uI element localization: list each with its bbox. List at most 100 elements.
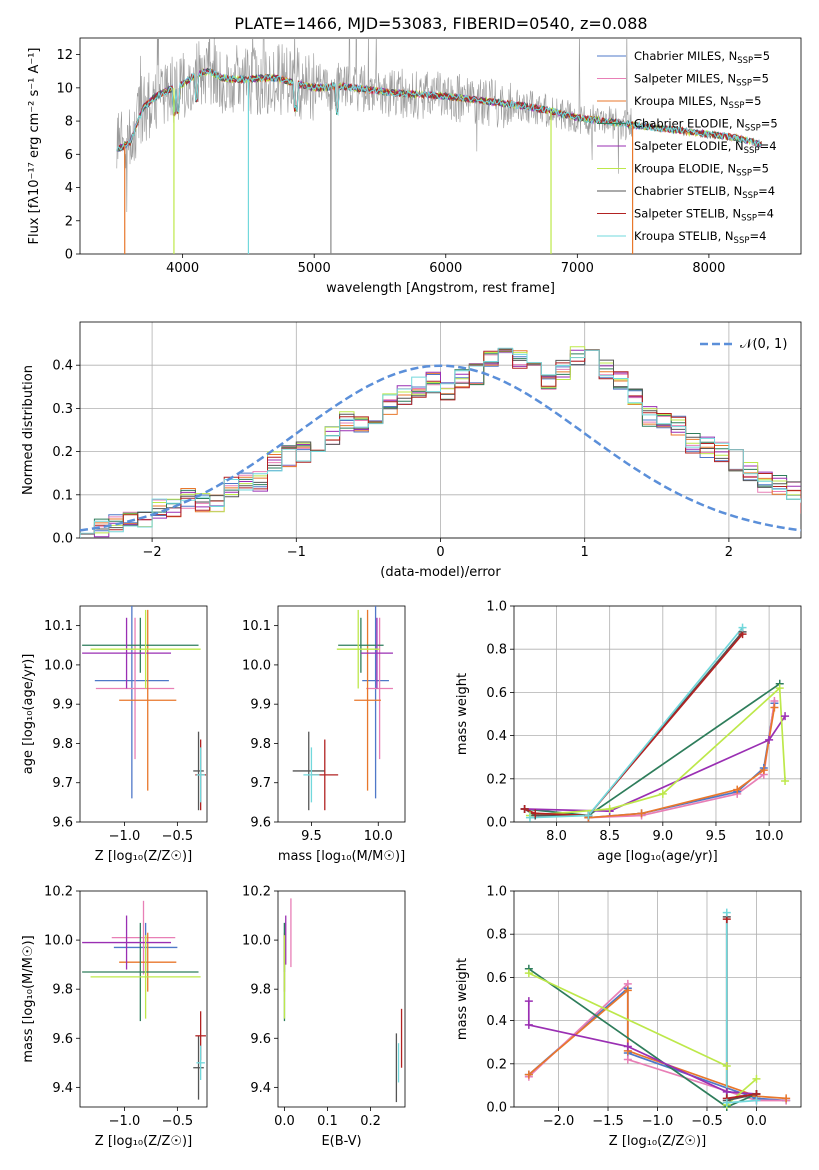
plot-area <box>116 38 762 254</box>
x-tick-label: 8000 <box>692 261 725 276</box>
y-tick-label: 10.2 <box>242 885 271 900</box>
x-tick-label: 0.0 <box>746 1114 767 1129</box>
x-axis-label: Z [log₁₀(Z/Z☉)] <box>95 849 192 864</box>
x-tick-label: −1.0 <box>109 1114 141 1129</box>
x-tick-label: 10.0 <box>755 829 784 844</box>
data-point-marker <box>524 1070 533 1079</box>
residuals-panel: −2 −1 0 1 2 0.0 0.1 0.2 0.3 0.4 (data-model)/error… <box>21 321 802 580</box>
data-point-marker <box>738 623 747 632</box>
data-point-marker <box>524 997 533 1006</box>
plot-area <box>283 898 403 1103</box>
data-point-marker <box>781 776 790 785</box>
mass-weight-line <box>524 715 786 813</box>
x-tick-label: 9.5 <box>706 829 727 844</box>
y-tick-label: 10.0 <box>242 658 271 673</box>
x-tick-label: 4000 <box>166 261 199 276</box>
y-tick-label: 10.1 <box>44 619 73 634</box>
plot-area <box>82 606 206 811</box>
legend-label: 𝒩(0, 1) <box>740 337 787 352</box>
legend-label: Salpeter ELODIE, NSSP=4 <box>634 139 777 156</box>
y-tick-label: 8 <box>65 115 73 130</box>
axes-frame <box>79 605 208 823</box>
axes-frame <box>79 890 208 1108</box>
x-axis-label: Z [log₁₀(Z/Z☉)] <box>95 1134 192 1149</box>
legend-label: Chabrier MILES, NSSP=5 <box>634 49 770 66</box>
x-tick-label: −2.0 <box>543 1114 575 1129</box>
data-point-marker <box>525 813 534 822</box>
data-point-marker <box>775 684 784 693</box>
y-tick-label: 0.2 <box>486 1057 507 1072</box>
x-tick-label: −1.5 <box>592 1114 624 1129</box>
y-tick-label: 10.0 <box>242 934 271 949</box>
y-tick-label: 0.8 <box>486 643 507 658</box>
mass-weight-line <box>524 633 744 817</box>
observed-spectrum <box>116 38 633 213</box>
y-tick-label: 9.6 <box>250 1032 271 1047</box>
x-tick-label: −1.0 <box>109 829 141 844</box>
y-tick-label: 9.8 <box>250 983 271 998</box>
x-tick-label: 7000 <box>561 261 594 276</box>
x-tick-label: 10.0 <box>364 829 393 844</box>
y-tick-label: 0.0 <box>52 532 73 547</box>
x-tick-label: −2 <box>143 545 162 560</box>
plot-area <box>82 900 206 1100</box>
y-tick-label: 0.2 <box>52 445 73 460</box>
x-axis-label: E(B-V) <box>321 1134 361 1149</box>
y-tick-label: 0.4 <box>486 1014 507 1029</box>
legend-label: Chabrier STELIB, NSSP=4 <box>634 184 775 201</box>
legend-label: Salpeter STELIB, NSSP=4 <box>634 207 774 224</box>
legend-label: Kroupa MILES, NSSP=5 <box>634 94 761 111</box>
data-point-marker <box>770 703 779 712</box>
axes-frame <box>513 605 802 823</box>
data-point-marker <box>584 811 593 820</box>
mass-weight-line <box>588 707 776 819</box>
y-tick-label: 9.6 <box>52 1032 73 1047</box>
x-tick-label: −1.0 <box>642 1114 674 1129</box>
y-tick-label: 12 <box>56 48 73 63</box>
y-axis-label: Flux [fλ10⁻¹⁷ erg cm⁻² s⁻¹ A⁻¹] <box>27 48 42 245</box>
y-tick-label: 0.2 <box>486 772 507 787</box>
x-axis-label: (data-model)/error <box>380 565 501 580</box>
mass-weight-line <box>725 919 757 1100</box>
mass-vs-metallicity-panel: −1.0 −0.5 9.4 9.6 9.8 10.0 10.2 Z [log₁₀(Z/Z☉)]… <box>21 885 208 1149</box>
y-axis-label: age [log₁₀(age/yr)] <box>21 654 36 775</box>
plot-area <box>292 606 393 811</box>
mass-weight-line <box>588 703 776 819</box>
data-point-marker <box>782 1094 791 1103</box>
x-tick-label: 9.5 <box>301 829 322 844</box>
y-tick-label: 10.0 <box>44 934 73 949</box>
y-tick-label: 0.6 <box>486 971 507 986</box>
x-tick-label: 0.1 <box>317 1114 338 1129</box>
y-tick-label: 9.7 <box>52 776 73 791</box>
data-point-marker <box>524 969 533 978</box>
x-tick-label: 8.0 <box>546 829 567 844</box>
y-tick-label: 0.1 <box>52 488 73 503</box>
y-tick-label: 0.8 <box>486 928 507 943</box>
mass-vs-ebv-panel: 0.0 0.1 0.2 9.4 9.6 9.8 10.0 10.2 E(B-V) <box>242 885 406 1149</box>
x-tick-label: 5000 <box>298 261 331 276</box>
y-tick-label: 1.0 <box>486 885 507 900</box>
y-tick-label: 2 <box>65 214 73 229</box>
y-tick-label: 9.8 <box>52 983 73 998</box>
mass-weight-vs-age-panel: 8.0 8.5 9.0 9.5 10.0 0.0 0.2 0.4 0.6 0.8 1.0 age [l… <box>455 600 802 864</box>
data-point-marker <box>722 1098 731 1107</box>
mass-weight-vs-metallicity-panel: −2.0 −1.5 −1.0 −0.5 0.0 0.0 0.2 0.4 0.6 0.8 1.0 Z [… <box>455 885 802 1149</box>
spectrum-panel: 4000 5000 6000 7000 8000 0 2 4 6 8 10 12 wavelength … <box>27 37 802 296</box>
axes-frame <box>79 321 802 539</box>
plot-area <box>80 346 801 538</box>
x-tick-label: 2 <box>725 545 733 560</box>
data-point-marker <box>637 809 646 818</box>
x-axis-label: Z [log₁₀(Z/Z☉)] <box>609 1134 706 1149</box>
mass-weight-line <box>524 631 744 817</box>
data-point-marker <box>520 805 529 814</box>
data-point-marker <box>531 809 540 818</box>
legend-label: Kroupa STELIB, NSSP=4 <box>634 229 766 246</box>
figure-title: PLATE=1466, MJD=53083, FIBERID=0540, z=0… <box>234 14 647 33</box>
x-axis-label: age [log₁₀(age/yr)] <box>597 849 718 864</box>
data-point-marker <box>623 1042 632 1051</box>
mass-weight-line <box>725 912 757 1104</box>
plot-area <box>524 627 786 819</box>
y-tick-label: 10 <box>56 81 73 96</box>
data-point-marker <box>524 1020 533 1029</box>
